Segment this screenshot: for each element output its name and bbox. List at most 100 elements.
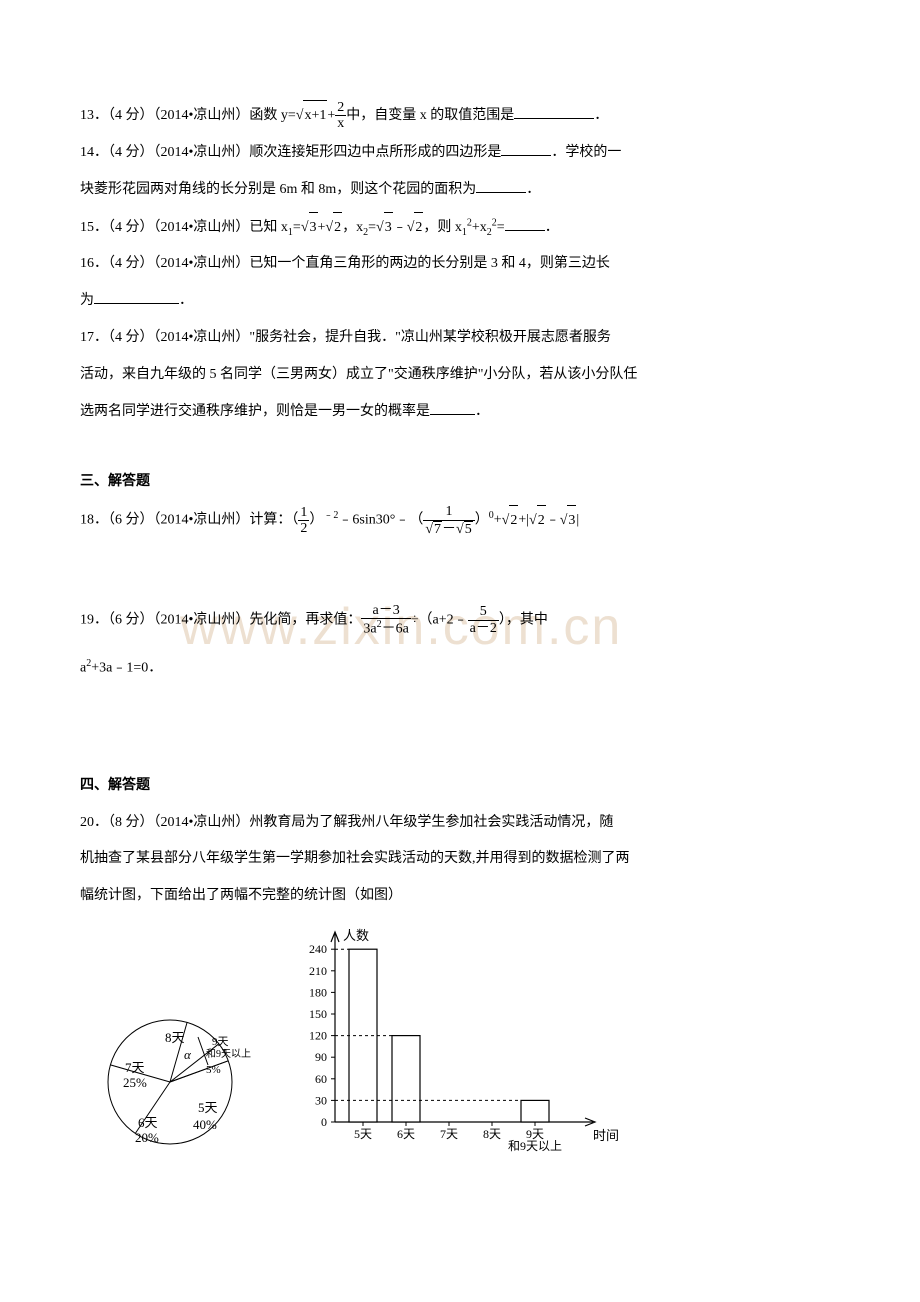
t: +x — [472, 220, 487, 235]
sup: ﹣2 — [323, 510, 338, 521]
t: 3a — [363, 622, 376, 637]
d: √7－√5 — [423, 521, 474, 537]
blank — [476, 176, 526, 193]
d: 2 — [298, 521, 309, 536]
t: 机抽查了某县部分八年级学生第一学期参加社会实践活动的天数,并用得到的数据检测了两 — [80, 851, 630, 866]
t: ． — [179, 293, 193, 308]
svg-text:0: 0 — [321, 1115, 327, 1129]
blank — [514, 102, 594, 119]
t: ﹣6sin30°﹣（ — [338, 513, 423, 528]
q17: 17．（4 分）（2014•凉山州）"服务社会，提升自我．"凉山州某学校积极开展… — [80, 323, 840, 354]
t: ，则 x — [423, 220, 462, 235]
svg-text:人数: 人数 — [343, 928, 369, 943]
frac: 2x — [335, 100, 346, 132]
svg-text:120: 120 — [309, 1029, 327, 1043]
q17c: 选两名同学进行交通秩序维护，则恰是一男一女的概率是 ． — [80, 397, 840, 428]
b: 3 — [309, 212, 318, 244]
n: 1 — [423, 504, 474, 520]
svg-text:40%: 40% — [193, 1117, 217, 1132]
bar-chart: 人数时间03060901201501802102405天6天7天8天9天和9天以… — [280, 922, 600, 1180]
charts-row: 5天40%6天20%7天25%8天α9天和9天以上5% 人数时间03060901… — [80, 922, 840, 1180]
q14-l2a: 块菱形花园两对角线的长分别是 6m 和 8m，则这个花园的面积为 — [80, 182, 476, 197]
t: + — [318, 220, 326, 235]
n: 1 — [298, 505, 309, 521]
q16b: 为． — [80, 286, 840, 317]
t: ÷（a+2﹣ — [411, 612, 468, 627]
svg-text:210: 210 — [309, 964, 327, 978]
q13-mid: 中，自变量 x 的取值范围是 — [346, 108, 514, 123]
t: ﹣ — [546, 513, 560, 528]
q14b: 块菱形花园两对角线的长分别是 6m 和 8m，则这个花园的面积为 ． — [80, 175, 840, 206]
svg-text:7天: 7天 — [440, 1127, 458, 1141]
svg-text:6天: 6天 — [397, 1127, 415, 1141]
section-3-title: 三、解答题 — [80, 467, 840, 498]
n: a－3 — [361, 603, 410, 619]
q17b: 活动，来自九年级的 5 名同学（三男两女）成立了"交通秩序维护"小分队，若从该小… — [80, 360, 840, 391]
t: － — [442, 522, 456, 537]
q14-l2b: ． — [526, 182, 540, 197]
svg-text:和9天以上: 和9天以上 — [508, 1139, 562, 1153]
sqrt: √x+1 — [296, 100, 328, 132]
q18: 18．（6 分）（2014•凉山州）计算：（12）﹣2﹣6sin30°﹣（1√7… — [80, 504, 840, 537]
t: ，x — [342, 220, 363, 235]
t: 15．（4 分）（2014•凉山州）已知 x — [80, 220, 288, 235]
sub: 2 — [487, 226, 492, 237]
svg-text:180: 180 — [309, 985, 327, 999]
blank — [505, 214, 545, 231]
svg-text:5天: 5天 — [198, 1100, 218, 1115]
t: －6a — [382, 622, 409, 637]
sqrt: √2 — [502, 505, 519, 537]
svg-text:90: 90 — [315, 1050, 327, 1064]
b: 3 — [567, 505, 576, 537]
t: 18．（6 分）（2014•凉山州）计算：（ — [80, 513, 298, 528]
plus: + — [327, 108, 335, 123]
q20: 20．（8 分）（2014•凉山州）州教育局为了解我州八年级学生参加社会实践活动… — [80, 808, 840, 839]
t: ． — [545, 220, 559, 235]
b: 2 — [414, 212, 423, 244]
q13-text: 13．（4 分）（2014•凉山州）函数 y= — [80, 108, 296, 123]
t: +3a﹣1=0． — [91, 661, 162, 676]
q20b: 机抽查了某县部分八年级学生第一学期参加社会实践活动的天数,并用得到的数据检测了两 — [80, 844, 840, 875]
b: 2 — [537, 505, 546, 537]
d: a－2 — [468, 621, 499, 636]
svg-text:9天: 9天 — [212, 1036, 229, 1048]
t: = — [497, 220, 505, 235]
q19b: a2+3a﹣1=0． — [80, 653, 840, 684]
blank — [94, 287, 179, 304]
sqrt-body: x+1 — [303, 100, 327, 132]
q14-l1a: 14．（4 分）（2014•凉山州）顺次连接矩形四边中点所形成的四边形是 — [80, 145, 501, 160]
d: 3a2－6a — [361, 619, 410, 637]
t: 为 — [80, 293, 94, 308]
den: x — [335, 116, 346, 131]
q19: 19．（6 分）（2014•凉山州）先化简，再求值：a－33a2－6a÷（a+2… — [80, 603, 840, 637]
q13-tail: ． — [594, 108, 608, 123]
b: 5 — [464, 521, 473, 537]
q14-l1b: ．学校的一 — [551, 145, 621, 160]
t: 活动，来自九年级的 5 名同学（三男两女）成立了"交通秩序维护"小分队，若从该小… — [80, 367, 637, 382]
t: 20．（8 分）（2014•凉山州）州教育局为了解我州八年级学生参加社会实践活动… — [80, 815, 613, 830]
t: ﹣ — [393, 220, 407, 235]
b: 2 — [333, 212, 342, 244]
t: = — [293, 220, 301, 235]
t: 选两名同学进行交通秩序维护，则恰是一男一女的概率是 — [80, 404, 430, 419]
b: 2 — [509, 505, 518, 537]
frac: a－33a2－6a — [361, 603, 410, 637]
svg-text:30: 30 — [315, 1093, 327, 1107]
t: ），其中 — [499, 612, 548, 627]
t: ． — [475, 404, 489, 419]
svg-text:25%: 25% — [123, 1075, 147, 1090]
svg-text:150: 150 — [309, 1007, 327, 1021]
b: 7 — [433, 521, 442, 537]
q20c: 幅统计图，下面给出了两幅不完整的统计图（如图） — [80, 881, 840, 912]
t: 19．（6 分）（2014•凉山州）先化简，再求值： — [80, 612, 361, 627]
svg-text:时间: 时间 — [593, 1128, 619, 1143]
section-4-title: 四、解答题 — [80, 771, 840, 802]
sqrt: √3 — [376, 212, 393, 244]
svg-text:5%: 5% — [206, 1064, 221, 1076]
t: 17．（4 分）（2014•凉山州）"服务社会，提升自我．"凉山州某学校积极开展… — [80, 330, 611, 345]
svg-text:7天: 7天 — [125, 1060, 145, 1075]
sqrt: √2 — [407, 212, 424, 244]
svg-text:240: 240 — [309, 942, 327, 956]
q16: 16．（4 分）（2014•凉山州）已知一个直角三角形的两边的长分别是 3 和 … — [80, 249, 840, 280]
t: = — [368, 220, 376, 235]
